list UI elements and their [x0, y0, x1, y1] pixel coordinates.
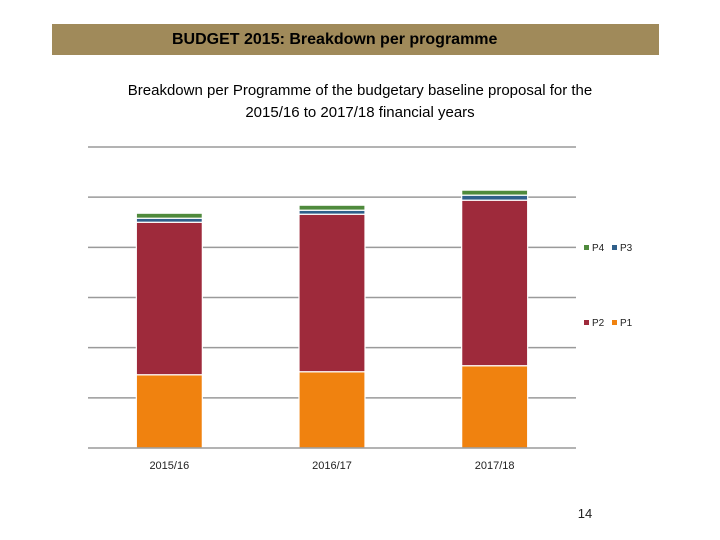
legend-swatch-p2 — [584, 320, 589, 325]
chart-title-line-2: 2015/16 to 2017/18 financial years — [245, 104, 475, 121]
x-tick-label: 2016/17 — [312, 460, 352, 472]
bar-segment-p1-1 — [135, 374, 203, 449]
x-axis: 2015/16 2016/17 2017/18 — [88, 447, 576, 472]
bar-segment-p3-2 — [298, 209, 366, 215]
legend-label-p3: P3 — [620, 243, 633, 254]
x-tick-label: 2017/18 — [475, 460, 515, 472]
slide-number: 14 — [577, 506, 593, 521]
legend-swatch-p3 — [612, 245, 617, 250]
bar-segment-p2-3 — [461, 199, 529, 367]
legend-label-p4: P4 — [592, 243, 605, 254]
x-tick-label: 2015/16 — [149, 460, 189, 472]
bar-segment-p3-3 — [461, 194, 529, 201]
chart-title-line-1: Breakdown per Programme of the budgetary… — [127, 82, 593, 99]
legend-label-p1: P1 — [620, 318, 633, 329]
bar-segment-p4-3 — [461, 189, 529, 196]
bar-segment-p4-1 — [135, 212, 203, 219]
bar-segment-p2-2 — [298, 213, 366, 373]
legend-label-p2: P2 — [592, 318, 605, 329]
bar-segment-p1-3 — [461, 365, 529, 449]
legend-swatch-p4 — [584, 245, 589, 250]
bar-segment-p3-1 — [135, 217, 203, 223]
bar-segment-p4-2 — [298, 204, 366, 211]
legend-swatch-p1 — [612, 320, 617, 325]
bar-stacks — [135, 189, 529, 449]
bar-segment-p2-1 — [135, 221, 203, 376]
chart-title: Breakdown per Programme of the budgetary… — [60, 80, 660, 124]
bar-segment-p1-2 — [298, 371, 366, 449]
legend: P4 P3 P2 P1 — [584, 243, 633, 329]
slide-banner: BUDGET 2015: Breakdown per programme — [52, 24, 659, 55]
